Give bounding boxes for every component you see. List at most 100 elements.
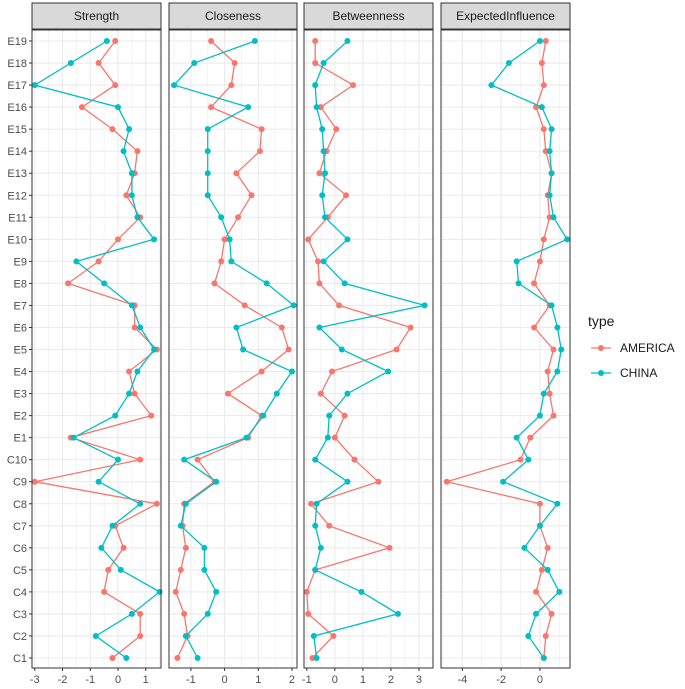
data-point-america-E11 xyxy=(235,214,242,221)
series-china xyxy=(488,38,571,661)
data-point-china-C8 xyxy=(554,500,561,507)
data-point-china-E15 xyxy=(319,126,326,133)
series-china xyxy=(31,38,163,661)
data-point-china-E19 xyxy=(536,38,543,44)
data-point-china-E13 xyxy=(322,170,329,177)
series-america xyxy=(303,38,414,661)
data-point-china-C1 xyxy=(194,655,201,661)
data-point-china-C3 xyxy=(128,610,135,617)
data-point-america-C5 xyxy=(538,566,545,573)
y-tick-label-E18: E18 xyxy=(7,58,27,70)
data-point-china-E1 xyxy=(70,434,77,441)
data-point-america-E1 xyxy=(527,434,534,441)
data-point-china-E16 xyxy=(115,104,121,111)
data-point-america-E13 xyxy=(233,170,240,177)
data-point-china-E7 xyxy=(421,302,428,309)
data-point-america-C8 xyxy=(153,500,160,507)
data-point-china-C10 xyxy=(181,456,188,463)
x-tick-label: 1 xyxy=(255,674,261,686)
data-point-china-E3 xyxy=(344,390,351,397)
data-point-china-E3 xyxy=(126,390,133,397)
data-point-america-C6 xyxy=(120,544,127,551)
data-point-china-C2 xyxy=(525,632,532,639)
data-point-america-E9 xyxy=(95,258,102,265)
data-point-china-C5 xyxy=(544,566,551,573)
legend-label-china: CHINA xyxy=(620,366,657,380)
y-tick-label-E1: E1 xyxy=(14,433,27,445)
data-point-america-C6 xyxy=(182,544,189,551)
data-point-america-E17 xyxy=(540,82,547,89)
data-point-china-C4 xyxy=(556,588,563,595)
data-point-america-E15 xyxy=(109,126,116,133)
legend-key-america xyxy=(591,345,611,351)
legend-label-america: AMERICA xyxy=(620,341,675,355)
data-point-china-C9 xyxy=(500,478,507,485)
data-point-america-E6 xyxy=(278,324,285,331)
y-tick-label-E4: E4 xyxy=(14,367,27,379)
data-point-china-E8 xyxy=(263,280,270,287)
x-tick-label: -2 xyxy=(58,674,68,686)
data-point-america-E15 xyxy=(258,126,265,133)
data-point-china-E3 xyxy=(273,390,280,397)
data-point-america-C10 xyxy=(517,456,524,463)
data-point-america-E19 xyxy=(112,38,119,44)
y-tick-label-E8: E8 xyxy=(14,278,27,290)
data-point-america-E5 xyxy=(393,346,400,353)
data-point-america-E18 xyxy=(538,60,545,67)
data-point-china-C10 xyxy=(312,456,319,463)
data-point-china-C6 xyxy=(201,544,208,551)
data-point-america-E4 xyxy=(258,368,265,375)
data-point-china-E10 xyxy=(226,236,233,243)
data-point-china-C2 xyxy=(92,632,99,639)
data-point-china-E2 xyxy=(112,412,119,419)
data-point-america-C4 xyxy=(533,588,540,595)
data-point-china-E7 xyxy=(128,302,135,309)
data-point-china-E8 xyxy=(101,280,108,287)
data-point-america-C1 xyxy=(174,655,181,661)
data-point-america-C6 xyxy=(544,544,551,551)
data-point-america-C9 xyxy=(443,478,450,485)
data-point-america-E8 xyxy=(65,280,72,287)
data-point-america-E10 xyxy=(540,236,547,243)
data-point-china-E11 xyxy=(134,214,141,221)
panel-border xyxy=(440,29,571,669)
data-point-china-E5 xyxy=(151,346,158,353)
x-tick-label: -4 xyxy=(457,674,467,686)
data-point-america-C10 xyxy=(194,456,201,463)
data-point-america-C9 xyxy=(375,478,382,485)
data-point-china-C5 xyxy=(117,566,124,573)
data-point-china-E16 xyxy=(245,104,252,111)
data-point-america-C2 xyxy=(330,632,337,639)
facet-strength: Strength -3 -2 -1 0 1 xyxy=(30,2,163,686)
y-tick-label-C6: C6 xyxy=(13,543,27,555)
data-point-china-E17 xyxy=(31,82,38,89)
x-tick-label: 0 xyxy=(222,674,228,686)
legend: type AMERICA CHINA xyxy=(588,313,675,380)
data-point-china-C7 xyxy=(312,522,319,529)
data-point-america-E10 xyxy=(305,236,312,243)
data-point-america-E2 xyxy=(550,412,557,419)
data-point-china-E12 xyxy=(546,192,553,199)
data-point-china-E5 xyxy=(558,346,565,353)
data-point-america-E2 xyxy=(148,412,155,419)
data-point-china-C3 xyxy=(204,610,211,617)
data-point-china-E8 xyxy=(341,280,348,287)
y-tick-label-C4: C4 xyxy=(13,587,27,599)
data-point-china-E10 xyxy=(564,236,571,243)
data-point-china-E6 xyxy=(137,324,144,331)
data-point-china-E1 xyxy=(513,434,520,441)
data-point-china-E11 xyxy=(550,214,557,221)
data-point-america-C10 xyxy=(137,456,144,463)
data-point-china-E17 xyxy=(171,82,178,89)
data-point-america-E8 xyxy=(316,280,323,287)
data-point-america-E12 xyxy=(343,192,350,199)
data-point-america-C8 xyxy=(536,500,543,507)
y-tick-label-E11: E11 xyxy=(8,212,27,224)
facet-strip xyxy=(31,2,162,30)
data-point-china-E2 xyxy=(260,412,267,419)
data-point-china-E17 xyxy=(488,82,495,89)
data-point-china-C1 xyxy=(123,655,130,661)
y-tick-label-E14: E14 xyxy=(7,146,27,158)
data-point-america-C4 xyxy=(303,588,310,595)
data-point-china-E14 xyxy=(320,148,327,155)
